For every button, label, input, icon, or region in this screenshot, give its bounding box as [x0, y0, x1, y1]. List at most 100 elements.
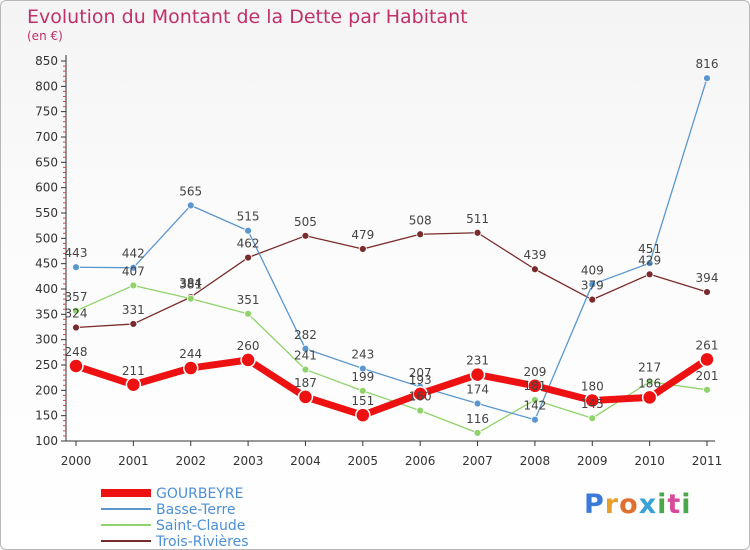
y-tick-label: 750: [35, 105, 58, 119]
data-point-basse-terre: [588, 280, 597, 289]
data-point-gourbeyre: [527, 378, 543, 394]
data-label-gourbeyre: 231: [466, 354, 489, 368]
data-point-trois-rivieres: [416, 230, 425, 239]
data-point-saint-claude: [645, 377, 654, 386]
data-point-saint-claude: [531, 396, 539, 404]
data-label-basse-terre: 409: [581, 263, 604, 277]
data-label-trois-rivieres: 439: [523, 248, 546, 262]
data-point-trois-rivieres: [301, 231, 310, 240]
data-point-gourbeyre: [469, 366, 486, 383]
y-tick-label: 550: [35, 206, 58, 220]
y-tick-label: 100: [35, 434, 58, 448]
y-tick-label: 650: [35, 155, 58, 169]
data-point-basse-terre: [244, 226, 252, 235]
data-label-gourbeyre: 193: [409, 373, 432, 387]
data-point-gourbeyre: [699, 351, 715, 368]
data-point-trois-rivieres: [531, 265, 539, 274]
data-point-saint-claude: [473, 428, 482, 437]
data-point-basse-terre: [129, 263, 138, 272]
x-tick-label: 2004: [290, 454, 321, 468]
chart-data-labels: 324 331 384 462 505 479 508 511 439 379 429 394 357 4…: [65, 57, 719, 426]
series-saint-claude: [72, 281, 711, 437]
data-label-basse-terre: 515: [237, 210, 260, 224]
data-label-saint-claude: 160: [409, 390, 432, 404]
x-tick-label: 2005: [348, 454, 379, 468]
data-point-basse-terre: [358, 364, 367, 373]
chart-series: [68, 74, 715, 437]
data-point-trois-rivieres: [588, 295, 597, 304]
x-tick-label: 2009: [577, 454, 608, 468]
series-trois-rivieres: [72, 228, 711, 332]
data-label-trois-rivieres: 479: [351, 228, 374, 242]
proxiti-logo: Proxiti: [584, 489, 692, 520]
data-label-gourbeyre: 248: [65, 345, 88, 359]
data-label-trois-rivieres: 505: [294, 215, 317, 229]
data-label-gourbeyre: 186: [638, 376, 661, 390]
data-point-gourbeyre: [68, 358, 84, 374]
data-point-saint-claude: [72, 306, 80, 315]
data-label-saint-claude: 199: [351, 370, 374, 384]
data-label-saint-claude: 201: [696, 369, 719, 383]
data-label-basse-terre: 174: [466, 383, 489, 397]
data-label-gourbeyre: 180: [581, 379, 604, 393]
x-tick-label: 2011: [692, 454, 723, 468]
x-tick-label: 2006: [405, 454, 436, 468]
data-point-trois-rivieres: [129, 320, 138, 328]
data-label-trois-rivieres: 379: [581, 279, 604, 293]
y-tick-label: 350: [35, 307, 58, 321]
y-tick-label: 850: [35, 54, 58, 68]
data-point-trois-rivieres: [703, 288, 711, 296]
y-tick-label: 250: [35, 358, 58, 372]
y-tick-label: 450: [35, 257, 58, 271]
data-point-gourbeyre: [297, 389, 314, 405]
data-point-trois-rivieres: [645, 270, 654, 279]
y-tick-label: 600: [35, 181, 58, 195]
data-point-trois-rivieres: [244, 253, 252, 262]
x-tick-label: 2008: [520, 454, 551, 468]
data-label-gourbeyre: 187: [294, 376, 317, 390]
data-label-gourbeyre: 244: [179, 347, 202, 361]
data-point-saint-claude: [129, 281, 138, 290]
data-point-gourbeyre: [584, 392, 601, 409]
data-point-gourbeyre: [355, 407, 371, 423]
data-point-saint-claude: [301, 365, 310, 374]
data-point-trois-rivieres: [72, 323, 80, 332]
logo-letter: t: [667, 489, 682, 520]
data-label-trois-rivieres: 511: [466, 212, 489, 226]
series-basse-terre: [72, 74, 711, 424]
x-tick-label: 2000: [61, 454, 92, 468]
data-label-trois-rivieres: 394: [696, 271, 719, 285]
legend-label-saint-claude: Saint-Claude: [156, 518, 245, 534]
data-label-gourbeyre: 211: [122, 364, 145, 378]
logo-letter: i: [681, 489, 692, 520]
data-label-trois-rivieres: 331: [122, 303, 145, 317]
legend-label-trois-rivieres: Trois-Rivières: [155, 534, 249, 550]
x-tick-label: 2007: [462, 454, 493, 468]
series-line-trois-rivieres: [75, 232, 708, 329]
data-point-saint-claude: [703, 385, 711, 394]
data-label-basse-terre: 142: [523, 399, 546, 413]
data-point-trois-rivieres: [358, 245, 367, 253]
logo-letter: o: [619, 489, 639, 520]
data-point-gourbeyre: [125, 377, 142, 393]
data-label-gourbeyre: 151: [351, 394, 374, 408]
y-tick-label: 150: [35, 409, 58, 423]
data-label-basse-terre: 442: [122, 247, 145, 261]
data-label-basse-terre: 207: [409, 366, 432, 380]
data-label-saint-claude: 217: [638, 361, 661, 375]
data-label-trois-rivieres: 508: [409, 213, 432, 227]
data-label-gourbeyre: 209: [523, 365, 546, 379]
series-gourbeyre: [68, 351, 715, 423]
x-tick-label: 2003: [233, 454, 264, 468]
data-label-gourbeyre: 261: [696, 338, 719, 352]
data-point-saint-claude: [588, 414, 597, 423]
data-point-basse-terre: [186, 201, 195, 210]
data-point-saint-claude: [186, 294, 195, 303]
data-point-saint-claude: [244, 309, 252, 318]
data-point-gourbeyre: [412, 386, 428, 402]
chart-title: Evolution du Montant de la Dette par Hab…: [27, 6, 468, 28]
chart-axes: 100 150 200 250 300 350 400 450 500 550 600 650 700 7…: [35, 54, 722, 468]
data-label-trois-rivieres: 462: [237, 237, 260, 251]
data-label-basse-terre: 816: [696, 57, 719, 71]
